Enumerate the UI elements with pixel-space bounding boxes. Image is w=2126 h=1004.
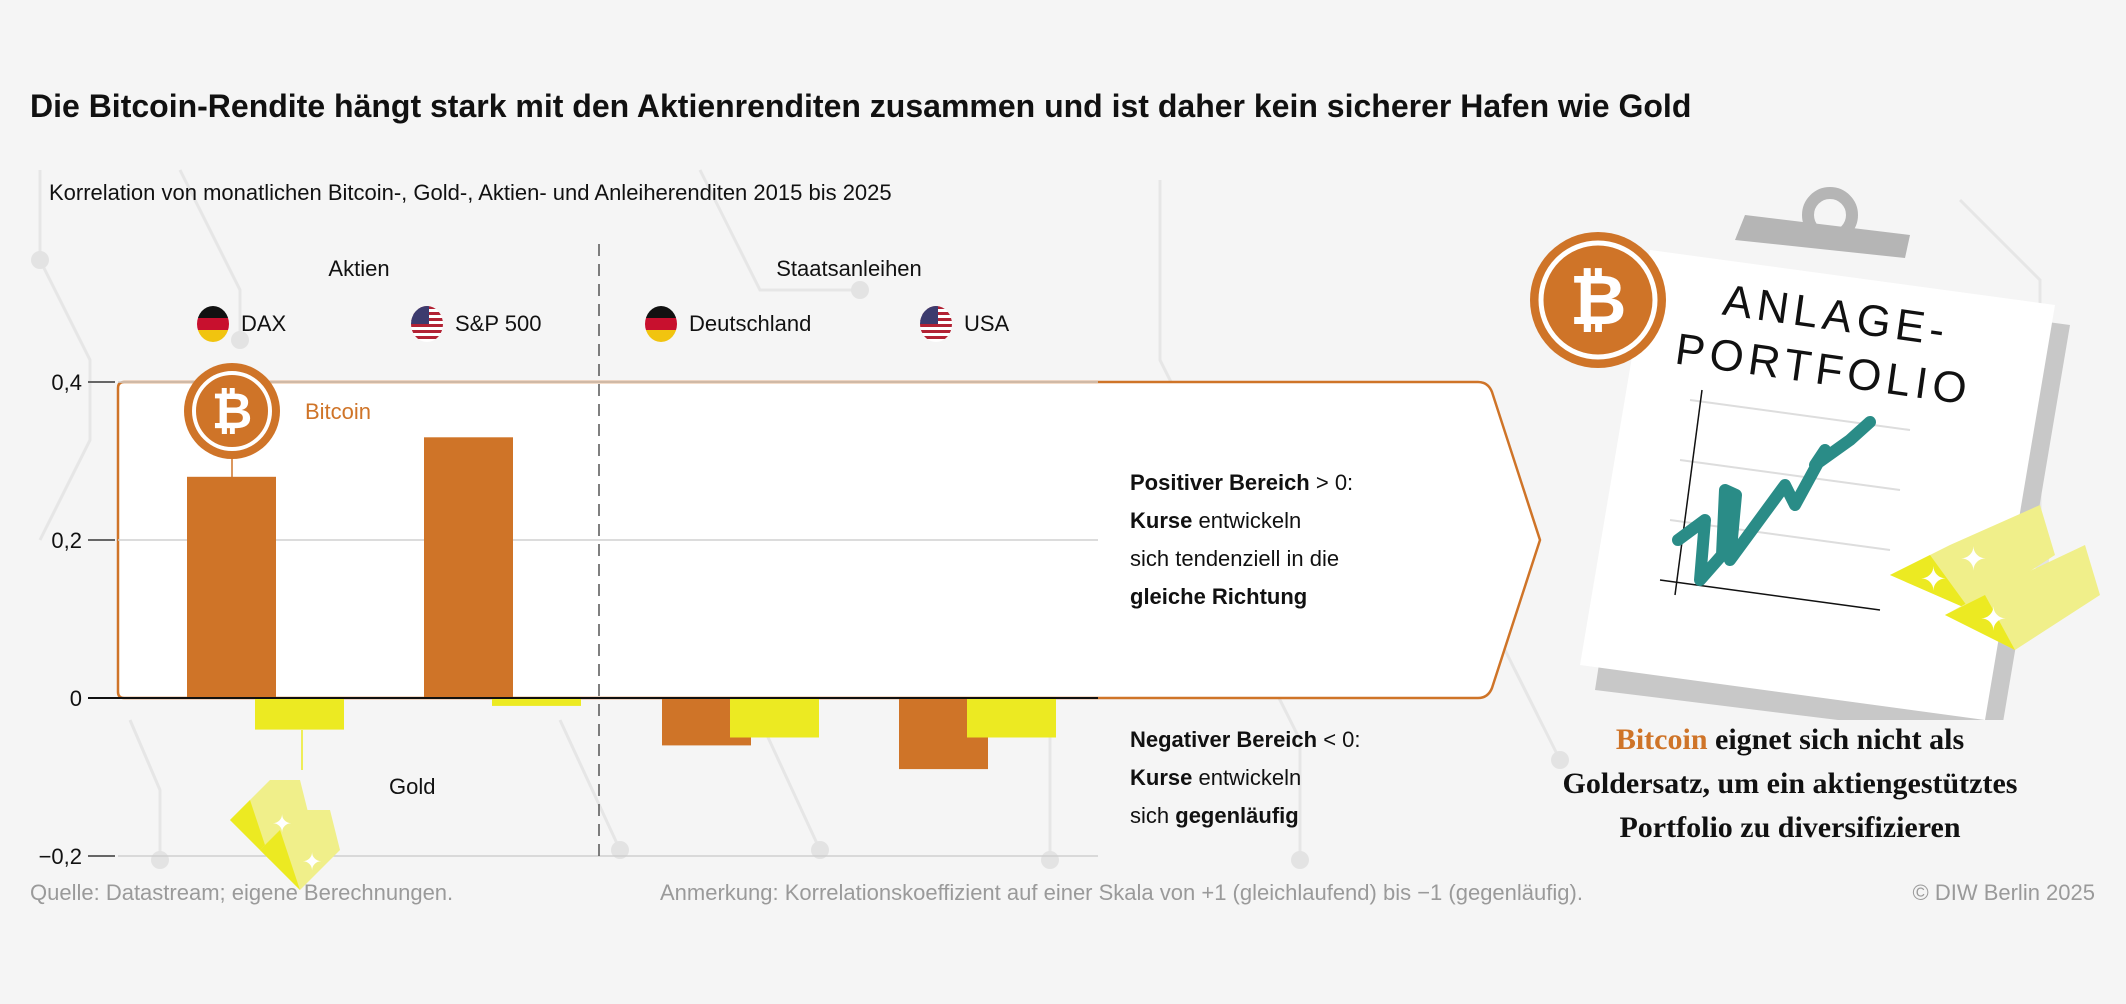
legend-item-sp500: S&P 500 <box>411 306 541 342</box>
usa-flag-icon <box>411 306 443 342</box>
usa-flag-icon <box>920 306 952 342</box>
bar-gold-usa <box>967 698 1056 738</box>
bar-bitcoin-s-p-500 <box>424 437 513 698</box>
gold-bars-icon: ✦ ✦ ✦ <box>1890 505 2100 650</box>
bar-gold-deutschland <box>730 698 819 738</box>
bar-gold-dax <box>255 698 344 730</box>
annotation-note: Anmerkung: Korrelationskoeffizient auf e… <box>660 880 1583 905</box>
germany-flag-icon <box>197 306 229 342</box>
gold-series-label: Gold <box>389 774 435 799</box>
svg-text:✦: ✦ <box>302 849 322 876</box>
legend-label: S&P 500 <box>455 311 542 336</box>
group-label-bonds: Staatsanleihen <box>776 256 922 281</box>
copyright: © DIW Berlin 2025 <box>1912 880 2096 905</box>
y-tick-label: 0,4 <box>51 370 82 395</box>
chart-title: Die Bitcoin-Rendite hängt stark mit den … <box>30 88 1692 124</box>
portfolio-clipboard-illustration: ANLAGE- PORTFOLIO ₿ ✦✦✦ <box>1530 187 2100 720</box>
bitcoin-coin-icon: ₿ <box>1530 232 1666 368</box>
negative-range-explanation: Negativer Bereich < 0: Kurse entwickeln … <box>1130 727 1361 828</box>
svg-text:✦: ✦ <box>272 811 292 838</box>
y-tick-label: −0,2 <box>39 844 82 869</box>
legend-item-usa: USA <box>920 306 1009 342</box>
y-tick-label: 0,2 <box>51 528 82 553</box>
legend-item-deutschland: Deutschland <box>645 306 811 342</box>
legend-label: USA <box>964 311 1010 336</box>
legend-label: Deutschland <box>689 311 812 336</box>
source-note: Quelle: Datastream; eigene Berechnungen. <box>30 880 454 905</box>
legend-label: DAX <box>241 311 287 336</box>
svg-text:₿: ₿ <box>1569 261 1626 339</box>
legend-item-dax: DAX <box>197 306 286 342</box>
chart-subtitle: Korrelation von monatlichen Bitcoin-, Go… <box>49 180 892 205</box>
positive-range-explanation: Positiver Bereich > 0: Kurse entwickeln … <box>1130 470 1354 609</box>
conclusion-text: Bitcoin eignet sich nicht als Goldersatz… <box>1562 723 2018 844</box>
bitcoin-series-label: Bitcoin <box>305 399 371 424</box>
bar-gold-s-p-500 <box>492 698 581 706</box>
svg-text:✦: ✦ <box>1980 601 2007 637</box>
germany-flag-icon <box>645 306 677 342</box>
y-tick-label: 0 <box>70 686 82 711</box>
svg-text:✦: ✦ <box>1920 561 1947 597</box>
bar-bitcoin-dax <box>187 476 276 698</box>
svg-text:✦: ✦ <box>1960 541 1987 577</box>
bitcoin-coin-icon: ₿ <box>184 363 280 478</box>
gold-bars-icon: ✦✦ <box>230 780 340 890</box>
group-label-stocks: Aktien <box>328 256 390 281</box>
svg-text:₿: ₿ <box>212 383 253 439</box>
